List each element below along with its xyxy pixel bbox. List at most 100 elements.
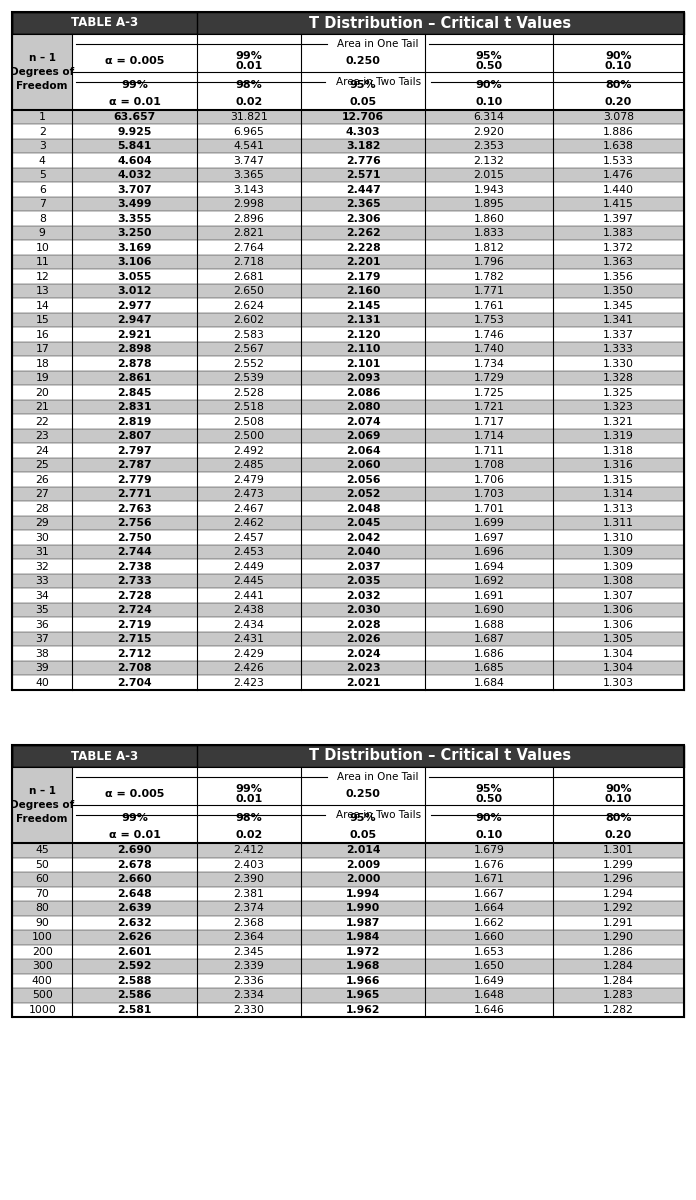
Text: 1.533: 1.533 — [603, 156, 634, 166]
Text: 2.086: 2.086 — [346, 388, 381, 397]
Bar — [12, 944, 684, 959]
Text: 2.896: 2.896 — [233, 214, 264, 223]
Text: 2.069: 2.069 — [346, 431, 381, 442]
Text: 90: 90 — [35, 918, 49, 928]
Text: 60: 60 — [35, 875, 49, 884]
Text: 0.10: 0.10 — [475, 829, 503, 840]
Text: 0.50: 0.50 — [475, 793, 503, 804]
Text: 2.330: 2.330 — [233, 1004, 264, 1015]
Text: 20: 20 — [35, 388, 49, 397]
Text: 1.968: 1.968 — [346, 961, 380, 971]
Text: 2.110: 2.110 — [346, 344, 380, 354]
Text: 3.143: 3.143 — [233, 185, 264, 194]
Text: 2.262: 2.262 — [346, 228, 381, 239]
Text: 2.738: 2.738 — [118, 562, 152, 571]
Text: 1.664: 1.664 — [474, 904, 505, 913]
Text: 1.966: 1.966 — [346, 976, 381, 985]
Text: 1.699: 1.699 — [474, 518, 505, 528]
Text: 2.453: 2.453 — [233, 547, 264, 557]
Text: 99%: 99% — [235, 50, 262, 61]
Text: 1.294: 1.294 — [603, 889, 634, 899]
Bar — [12, 745, 684, 767]
Bar — [12, 12, 684, 34]
Bar — [12, 12, 684, 34]
Text: 95%: 95% — [476, 50, 503, 61]
Text: 2.583: 2.583 — [233, 330, 264, 340]
Text: 2.776: 2.776 — [346, 156, 381, 166]
Text: 2.381: 2.381 — [233, 889, 264, 899]
Text: 0.10: 0.10 — [475, 97, 503, 107]
Text: 1.860: 1.860 — [473, 214, 505, 223]
Bar — [12, 385, 684, 400]
Text: 0.01: 0.01 — [235, 60, 262, 71]
Text: 2.626: 2.626 — [117, 932, 152, 942]
Text: 21: 21 — [35, 402, 49, 413]
Text: 2.845: 2.845 — [118, 388, 152, 397]
Text: 0.20: 0.20 — [605, 97, 632, 107]
Bar — [12, 139, 684, 154]
Text: 1.325: 1.325 — [603, 388, 634, 397]
Text: 2.588: 2.588 — [118, 976, 152, 985]
Text: 2.145: 2.145 — [346, 301, 381, 311]
Bar — [12, 211, 684, 226]
Bar — [12, 72, 684, 110]
Text: 2.048: 2.048 — [346, 504, 381, 514]
Text: 1.691: 1.691 — [474, 590, 505, 601]
Text: 2.648: 2.648 — [118, 889, 152, 899]
Text: 2.779: 2.779 — [118, 475, 152, 485]
Text: 2.592: 2.592 — [118, 961, 152, 971]
Text: 2.045: 2.045 — [346, 518, 381, 528]
Text: 2.201: 2.201 — [346, 257, 381, 268]
Text: 29: 29 — [35, 518, 49, 528]
Text: 0.20: 0.20 — [605, 829, 632, 840]
Bar — [12, 240, 684, 254]
Text: 1: 1 — [39, 113, 46, 122]
Text: Area in One Tail: Area in One Tail — [338, 773, 419, 782]
Text: α = 0.005: α = 0.005 — [105, 790, 164, 799]
Bar — [12, 930, 684, 944]
Text: 12: 12 — [35, 271, 49, 282]
Text: 1.345: 1.345 — [603, 301, 634, 311]
Bar — [12, 110, 684, 125]
Text: 2.441: 2.441 — [233, 590, 264, 601]
Text: 1.660: 1.660 — [473, 932, 505, 942]
Text: 2.449: 2.449 — [233, 562, 264, 571]
Text: 2.473: 2.473 — [233, 490, 264, 499]
Text: 0.05: 0.05 — [349, 97, 377, 107]
Text: 2.000: 2.000 — [346, 875, 380, 884]
Text: 98%: 98% — [235, 814, 262, 823]
Text: 2.821: 2.821 — [233, 228, 264, 239]
Text: 1.321: 1.321 — [603, 416, 634, 427]
Bar — [12, 901, 684, 916]
Text: 80: 80 — [35, 904, 49, 913]
Text: 500: 500 — [32, 990, 53, 1001]
Text: 1.706: 1.706 — [473, 475, 505, 485]
Text: 1.725: 1.725 — [474, 388, 505, 397]
Bar — [12, 618, 684, 632]
Bar — [12, 588, 684, 602]
Text: 2.518: 2.518 — [233, 402, 264, 413]
Text: 0.10: 0.10 — [605, 793, 632, 804]
Bar — [12, 858, 684, 872]
Text: 2.601: 2.601 — [118, 947, 152, 956]
Text: 2.015: 2.015 — [473, 170, 505, 180]
Text: 1.753: 1.753 — [474, 316, 505, 325]
Text: 0.250: 0.250 — [346, 790, 381, 799]
Text: 90%: 90% — [605, 784, 632, 793]
Text: 2.024: 2.024 — [346, 649, 381, 659]
Text: 2.445: 2.445 — [233, 576, 264, 587]
Bar — [12, 34, 684, 72]
Text: 99%: 99% — [121, 80, 148, 90]
Text: 1.994: 1.994 — [346, 889, 380, 899]
Text: 2.132: 2.132 — [474, 156, 505, 166]
Text: 2.457: 2.457 — [233, 533, 264, 542]
Text: 1.309: 1.309 — [603, 562, 634, 571]
Text: 1.328: 1.328 — [603, 373, 634, 383]
Bar — [12, 745, 684, 1016]
Text: 1.688: 1.688 — [474, 619, 505, 630]
Text: 1.711: 1.711 — [474, 445, 505, 456]
Bar — [12, 676, 684, 690]
Text: 2.660: 2.660 — [118, 875, 152, 884]
Text: 1.696: 1.696 — [474, 547, 505, 557]
Text: 3.499: 3.499 — [118, 199, 152, 209]
